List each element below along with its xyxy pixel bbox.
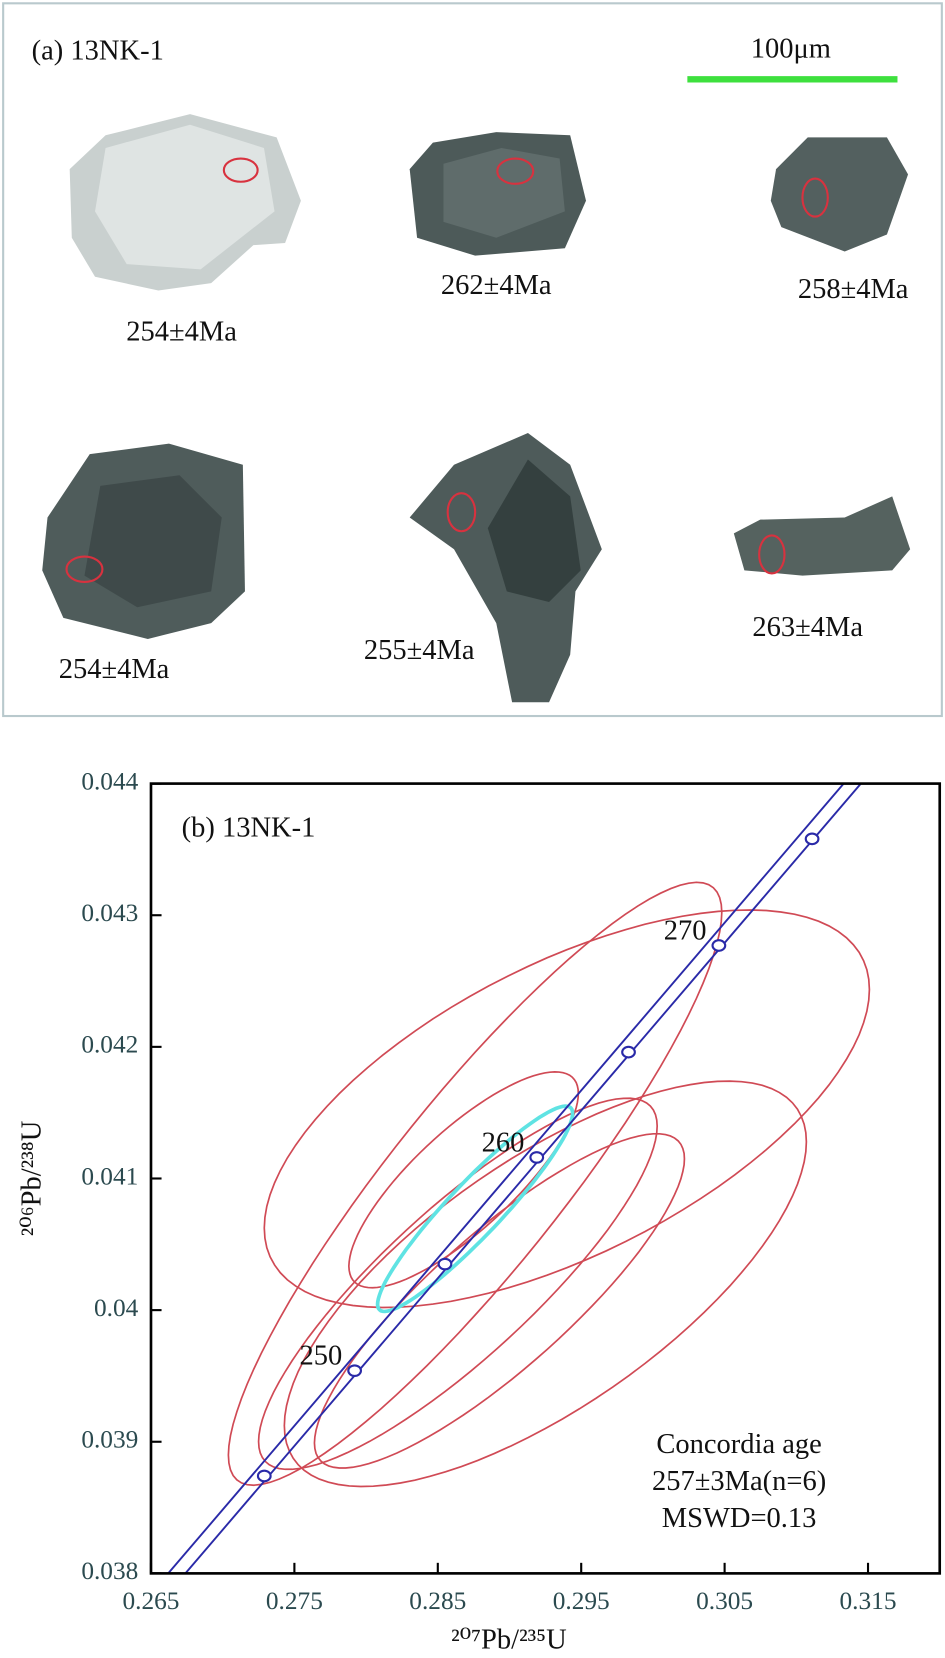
grain-core [487,459,581,602]
chart-title: (b) 13NK-1 [182,813,316,844]
concordia-line [184,783,862,1574]
annotation: Concordia age [656,1429,821,1460]
y-tick-label: 0.043 [81,899,138,927]
age-marker [437,1257,453,1271]
error-ellipse [257,1097,659,1471]
age-marker [621,1045,636,1059]
y-axis-label: ²⁰⁶Pb/²³⁸U [16,1121,47,1237]
concordia-line [167,783,845,1574]
y-tick-label: 0.041 [81,1162,138,1190]
plot-area [167,783,871,1574]
mean-ellipse [375,1104,575,1314]
grain-age: 258±4Ma [798,274,909,305]
error-ellipse [283,1080,808,1488]
age-marker [711,939,727,952]
grain [733,496,911,576]
grain-age: 254±4Ma [126,316,237,347]
error-ellipse [227,881,723,1487]
grains [42,114,911,703]
y-tick-label: 0.042 [81,1031,138,1059]
spot [65,555,104,583]
spot [758,534,786,575]
annotation: MSWD=0.13 [662,1503,817,1534]
age-marker [347,1364,363,1378]
grain-core [84,475,222,608]
x-tick-label: 0.265 [122,1587,179,1615]
y-tick-label: 0.039 [81,1426,138,1454]
grain-core [443,147,565,238]
x-tick-label: 0.315 [840,1587,897,1615]
age-label: 250 [299,1341,342,1372]
x-tick-label: 0.305 [696,1587,753,1615]
y-tick-label: 0.038 [81,1557,138,1585]
grain-age: 255±4Ma [364,635,475,666]
age-marker [529,1151,545,1164]
age-marker [256,1469,272,1483]
age-label: 260 [482,1127,525,1158]
error-ellipse [313,1132,686,1469]
error-ellipse [348,1071,580,1289]
age-label: 270 [664,915,707,946]
grain-age: 262±4Ma [441,270,552,301]
spot [222,157,259,183]
scale-bar-label: 100μm [751,33,831,64]
grain-age: 263±4Ma [752,612,863,643]
y-tick-label: 0.044 [81,767,138,795]
annotation: 257±3Ma(n=6) [652,1466,826,1497]
x-tick-label: 0.275 [266,1587,323,1615]
x-tick-label: 0.285 [409,1587,466,1615]
error-ellipse [263,909,871,1309]
plot-frame [149,782,942,1575]
y-tick-label: 0.04 [94,1294,139,1322]
spot [446,492,477,533]
spot [496,157,535,185]
grain [770,137,909,252]
panel-a-label: (a) 13NK-1 [32,35,164,66]
spot [801,177,829,218]
grain-age: 254±4Ma [59,654,170,685]
x-axis-label: ²⁰⁷Pb/²³⁵U [451,1625,567,1656]
x-tick-label: 0.295 [553,1587,610,1615]
age-marker [804,832,820,846]
